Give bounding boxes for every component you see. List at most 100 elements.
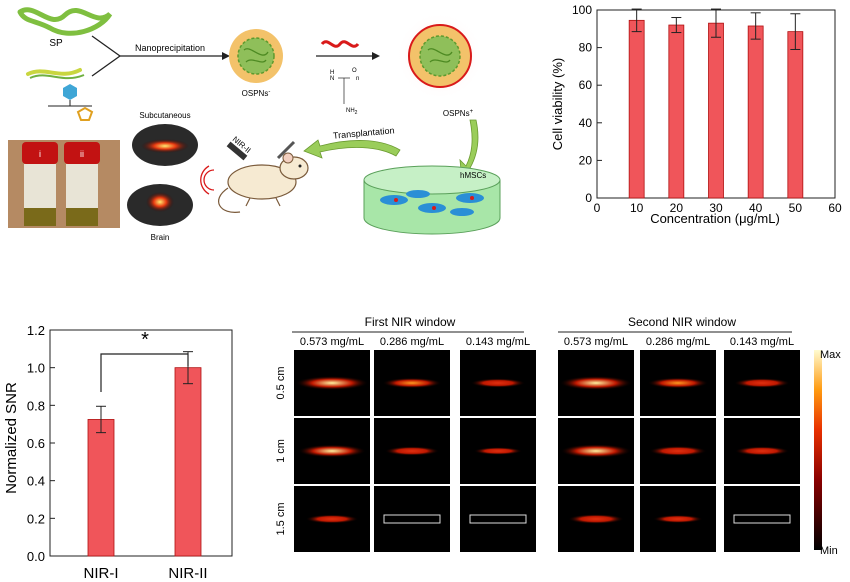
svg-text:H: H [330, 70, 334, 76]
sp-label: SP [49, 38, 63, 49]
signal-wave-icon [200, 165, 215, 195]
vial-label-i: i [39, 149, 41, 159]
sp-polymer-icon [17, 7, 113, 36]
image-cell [294, 350, 370, 416]
ospn-minus-label: OSPNs- [242, 89, 271, 98]
signal-streak [567, 514, 625, 524]
concentration-label: 0.143 mg/mL [466, 336, 530, 348]
x-tick-label: 30 [709, 201, 723, 215]
svg-text:NH2: NH2 [346, 108, 358, 116]
significance-star: * [141, 329, 149, 351]
signal-streak [733, 378, 791, 388]
x-tick-label: 10 [630, 201, 644, 215]
vial-label-ii: ii [80, 149, 84, 159]
image-cell [374, 486, 450, 552]
bar [628, 19, 645, 199]
y-tick-label: 40 [579, 116, 593, 130]
schematic-panel: SP Nanoprecipitation OSPNs- H N O n NH2 [8, 7, 501, 242]
image-cell [294, 486, 370, 552]
svg-text:n: n [356, 76, 359, 82]
concentration-label: 0.286 mg/mL [380, 336, 444, 348]
transplantation-arrow [303, 139, 401, 159]
image-cell [724, 418, 800, 484]
nir-image-grid: First NIR window Second NIR window 0.573… [275, 315, 841, 557]
plot-frame [49, 329, 233, 557]
x-tick-label: NIR-II [168, 565, 207, 582]
syringe-icon [276, 140, 296, 160]
bar [708, 22, 724, 199]
x-tick-label: 20 [670, 201, 684, 215]
image-cell [460, 350, 536, 416]
image-cell [558, 486, 634, 552]
signal-streak [384, 446, 440, 456]
bars-group [87, 351, 202, 557]
image-cell [460, 418, 536, 484]
snr-chart: 0.0 0.2 0.4 0.6 0.8 1.0 1.2 NIR-I NIR-II Normali… [3, 323, 233, 582]
image-cell [724, 350, 800, 416]
x-tick-label: 0 [594, 201, 601, 215]
depth-label: 0.5 cm [275, 366, 287, 399]
image-cell [374, 418, 450, 484]
y-axis-label: Normalized SNR [3, 382, 20, 494]
ps-polymer-icon [26, 68, 82, 76]
svg-text:O: O [352, 68, 357, 74]
signal-streak [652, 515, 704, 523]
lysine-structure-icon: H N O n NH2 [330, 68, 359, 116]
concentration-label: 0.143 mg/mL [730, 336, 794, 348]
concentration-label: 0.573 mg/mL [300, 336, 364, 348]
brain-label: Brain [151, 233, 170, 242]
y-tick-label: 1.2 [27, 323, 45, 338]
x-tick-label: 40 [749, 201, 763, 215]
y-tick-label: 0.4 [27, 474, 45, 489]
signal-streak [647, 377, 709, 389]
bars-group [628, 8, 804, 199]
signal-streak [382, 377, 442, 389]
bar [668, 24, 685, 199]
image-cell [558, 350, 634, 416]
image-cell [460, 486, 536, 552]
monomer-structure-icon [48, 84, 94, 121]
signal-streak [734, 446, 790, 456]
depth-label: 1 cm [275, 439, 287, 463]
depth-label: 1.5 cm [275, 502, 287, 535]
y-tick-label: 1.0 [27, 361, 45, 376]
no-signal-box [469, 514, 527, 524]
ospn-plus-particle-icon [408, 24, 472, 88]
polylysine-wave-icon [320, 40, 360, 48]
signal-streak [649, 446, 707, 456]
signal-streak [470, 378, 526, 388]
transplantation-label: Transplantation [333, 125, 395, 140]
subcutaneous-label: Subcutaneous [139, 111, 190, 120]
signal-streak [560, 444, 632, 458]
no-signal-box [733, 514, 791, 524]
signal-streak [559, 376, 633, 390]
y-axis-label: Cell viability (%) [550, 58, 565, 150]
bar [747, 25, 764, 199]
no-signal-box [383, 514, 441, 524]
x-axis-label: Concentration (μg/mL) [650, 211, 780, 226]
concentration-label: 0.286 mg/mL [646, 336, 710, 348]
signal-streak [295, 376, 369, 390]
y-tick-label: 80 [579, 41, 593, 55]
y-tick-label: 0.2 [27, 511, 45, 526]
image-cell [640, 418, 716, 484]
y-tick-label: 0.6 [27, 436, 45, 451]
y-tick-label: 60 [579, 78, 593, 92]
x-tick-label: 50 [789, 201, 803, 215]
colorbar: Max Min [814, 349, 841, 557]
bar [174, 367, 202, 557]
mouse-icon [218, 152, 309, 213]
y-tick-label: 100 [572, 3, 592, 17]
image-cell [724, 486, 800, 552]
image-cell [640, 350, 716, 416]
image-cell [640, 486, 716, 552]
hmsc-label: hMSCs [460, 171, 486, 180]
signal-streak [305, 514, 359, 524]
bar [787, 31, 804, 199]
colorbar-max-label: Max [820, 349, 841, 361]
image-cells: 0.573 mg/mL 0.286 mg/mL 0.143 mg/mL 0.573 m… [275, 336, 800, 552]
y-tick-label: 20 [579, 153, 593, 167]
cell-viability-chart: 0 20 40 60 80 100 0 10 20 30 40 50 60 Cell viability… [550, 3, 842, 226]
ospn-plus-label: OSPNs+ [443, 109, 474, 118]
svg-text:N: N [330, 76, 334, 82]
